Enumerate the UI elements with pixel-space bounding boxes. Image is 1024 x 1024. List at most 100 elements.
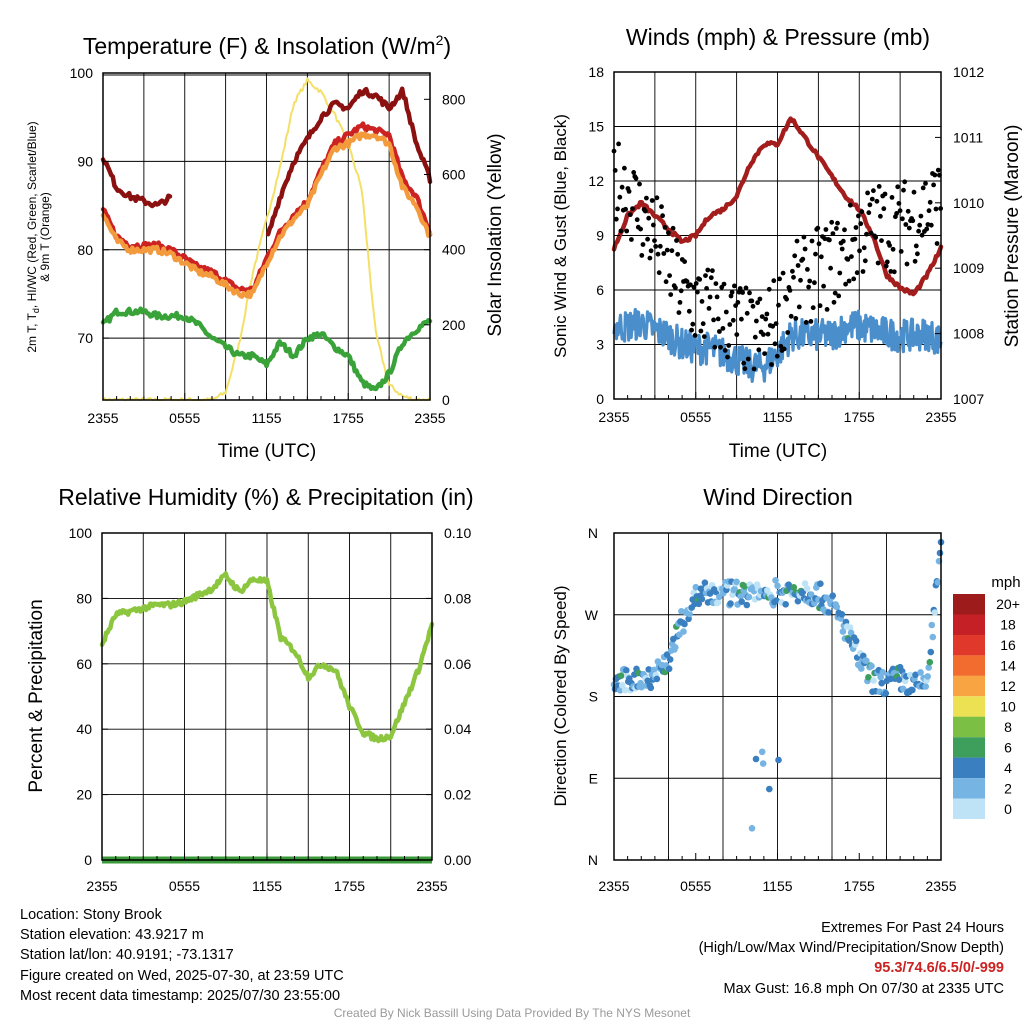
gust-point: [803, 320, 809, 325]
y-tick-label-right: 0.02: [444, 787, 471, 803]
gust-point: [662, 225, 668, 230]
gust-point: [839, 246, 845, 252]
direction-point: [714, 599, 722, 606]
y-tick-label-left: 20: [76, 787, 92, 803]
gust-point: [887, 243, 892, 248]
direction-point: [833, 603, 841, 611]
x-tick-label: 2355: [416, 878, 447, 894]
direction-point: [737, 593, 744, 600]
gust-point: [626, 189, 632, 194]
gust-point: [682, 259, 687, 264]
gust-point: [812, 280, 817, 286]
y-tick-label-right: 1010: [953, 195, 984, 211]
colorbar-label: 8: [1004, 719, 1012, 735]
gust-point: [772, 341, 778, 347]
direction-point: [917, 669, 924, 676]
x-tick-label: 0555: [680, 878, 711, 894]
x-tick-label: 1155: [762, 409, 792, 425]
y-tick-label-right: 400: [442, 242, 466, 258]
direction-point: [825, 609, 832, 616]
direction-point: [863, 657, 870, 665]
gust-point: [667, 273, 672, 278]
gust-point: [834, 226, 839, 231]
heat-index-9m-line: [100, 131, 433, 300]
wind-direction-panel: Wind Direction 2355 0555 1155 1755 2355 N E S W…: [551, 484, 1021, 894]
x-tick-label: 2355: [598, 409, 629, 425]
gust-point: [857, 248, 862, 254]
colorbar-swatch: [953, 614, 985, 635]
recent-data-text: Most recent data timestamp: 2025/07/30 2…: [20, 987, 341, 1004]
gust-point: [675, 251, 681, 257]
gust-point: [708, 275, 714, 281]
gust-point: [830, 231, 836, 237]
gust-point: [749, 298, 755, 304]
x-tick-label: 1755: [333, 410, 364, 426]
gust-point: [666, 230, 671, 236]
gust-point: [927, 199, 933, 205]
gust-point: [765, 331, 771, 337]
gust-point: [883, 263, 889, 269]
gust-point: [773, 321, 779, 326]
gust-point: [884, 259, 890, 265]
humidity-panel: Relative Humidity (%) & Precipitation (i…: [26, 484, 474, 894]
direction-point: [931, 609, 939, 616]
temperature-left-axis-label: 2m T, Td, HI/WC (Red, Green, Scarlet/Blu…: [25, 121, 52, 352]
direction-point: [839, 628, 847, 635]
gust-point: [862, 258, 868, 264]
gust-point: [657, 243, 663, 249]
x-tick-label: 1155: [762, 878, 792, 894]
direction-point: [879, 669, 887, 676]
extremes-legend: (High/Low/Max Wind/Precipitation/Snow De…: [698, 940, 1004, 957]
gust-point: [858, 221, 864, 227]
gust-point: [790, 268, 795, 274]
gust-point: [832, 290, 838, 296]
gust-point: [869, 196, 875, 202]
colorbar-swatch: [953, 716, 985, 738]
gust-point: [664, 247, 670, 253]
gust-point: [703, 273, 708, 278]
direction-point: [766, 785, 773, 793]
gust-point: [876, 184, 882, 189]
y-tick-label-left: N: [588, 525, 598, 541]
gust-point: [802, 246, 808, 252]
gust-point: [705, 267, 711, 273]
gust-point: [888, 269, 894, 274]
gust-point: [900, 216, 905, 222]
x-tick-label: 0555: [169, 410, 200, 426]
gust-point: [660, 213, 665, 219]
gust-point: [761, 332, 766, 337]
gust-point: [627, 212, 633, 218]
y-tick-label-left: 9: [596, 228, 604, 244]
gust-point: [904, 261, 910, 267]
colorbar-label: 16: [1000, 637, 1016, 653]
x-tick-label: 1155: [251, 410, 281, 426]
y-tick-label-left: 0: [84, 852, 92, 868]
direction-point: [647, 684, 655, 692]
gust-point: [701, 334, 707, 339]
gust-point: [897, 208, 903, 214]
gust-point: [777, 276, 782, 282]
direction-point: [924, 673, 931, 680]
y-tick-label-right: 0.10: [444, 525, 471, 541]
created-text: Figure created on Wed, 2025-07-30, at 23…: [20, 967, 344, 984]
gust-point: [714, 294, 720, 300]
gust-point: [615, 206, 620, 212]
gust-point: [633, 175, 639, 181]
gust-point: [890, 246, 896, 252]
gust-point: [898, 249, 904, 254]
direction-point: [774, 582, 781, 590]
humidity-chart-title: Relative Humidity (%) & Precipitation (i…: [58, 484, 473, 510]
gust-point: [613, 216, 619, 222]
gust-point: [751, 366, 757, 372]
gust-point: [673, 285, 678, 291]
colorbar-label: 10: [1000, 699, 1016, 715]
gust-point: [836, 293, 842, 299]
gust-point: [913, 243, 919, 249]
direction-point: [617, 672, 625, 679]
y-tick-label-left: 100: [69, 525, 93, 541]
gust-point: [895, 184, 901, 190]
gust-point: [853, 225, 859, 230]
station-pressure-line: [611, 116, 944, 297]
gust-point: [692, 333, 698, 338]
